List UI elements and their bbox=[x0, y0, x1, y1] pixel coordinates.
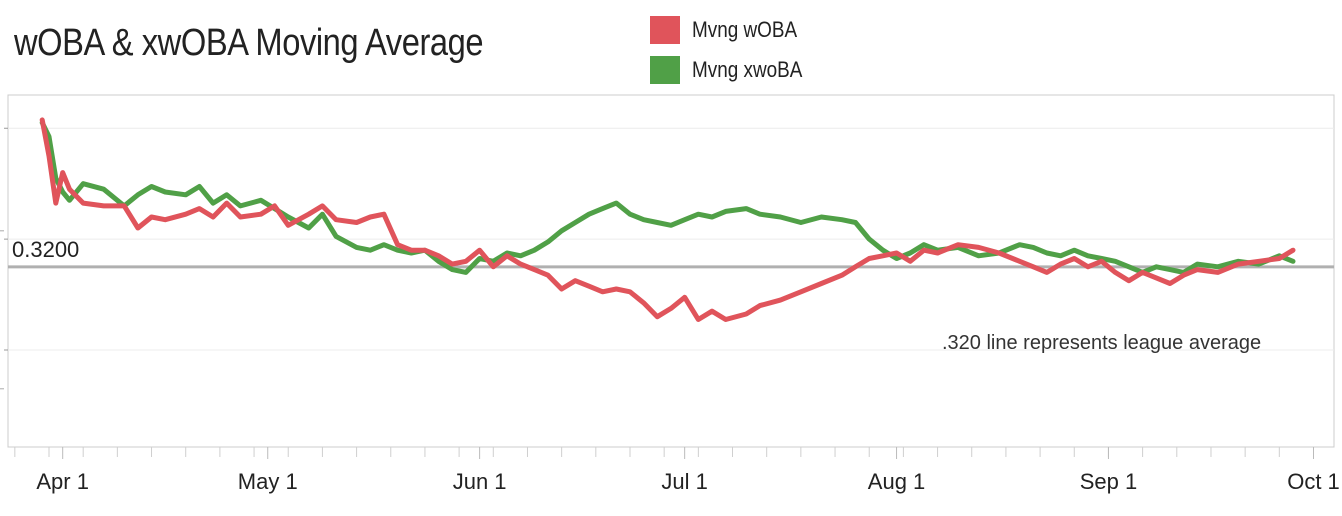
annotation-text: .320 line represents league average bbox=[942, 332, 1261, 354]
grid-layer bbox=[0, 94, 1335, 448]
legend-swatch-xwoba bbox=[650, 56, 680, 84]
x-tick-label-5: Sep 1 bbox=[1080, 469, 1138, 494]
x-tick-label-3: Jul 1 bbox=[661, 469, 707, 494]
series-layer bbox=[39, 117, 1296, 322]
legend: Mvng wOBA Mvng xwoBA bbox=[650, 16, 820, 96]
series-line-woba bbox=[39, 117, 1296, 322]
plot-frame bbox=[7, 94, 1335, 448]
legend-item-xwoba[interactable]: Mvng xwoBA bbox=[650, 56, 820, 84]
chart-title: wOBA & xwOBA Moving Average bbox=[14, 22, 484, 64]
reference-line-label: 0.3200 bbox=[12, 237, 79, 262]
reference-line-group: 0.3200 bbox=[8, 237, 1334, 269]
x-axis: Apr 1 May 1 Jun 1 Jul 1 Aug 1 Sep 1 Oct 1 bbox=[14, 447, 1340, 494]
legend-label-woba: Mvng wOBA bbox=[692, 17, 798, 42]
x-tick-label-0: Apr 1 bbox=[36, 469, 89, 494]
x-tick-label-2: Jun 1 bbox=[453, 469, 507, 494]
x-tick-label-4: Aug 1 bbox=[868, 469, 926, 494]
legend-label-xwoba: Mvng xwoBA bbox=[692, 57, 803, 82]
x-tick-label-6: Oct 1 bbox=[1287, 469, 1340, 494]
x-tick-label-1: May 1 bbox=[238, 469, 298, 494]
legend-item-woba[interactable]: Mvng wOBA bbox=[650, 16, 820, 44]
legend-swatch-woba bbox=[650, 16, 680, 44]
series-line-xwoba bbox=[39, 120, 1296, 275]
